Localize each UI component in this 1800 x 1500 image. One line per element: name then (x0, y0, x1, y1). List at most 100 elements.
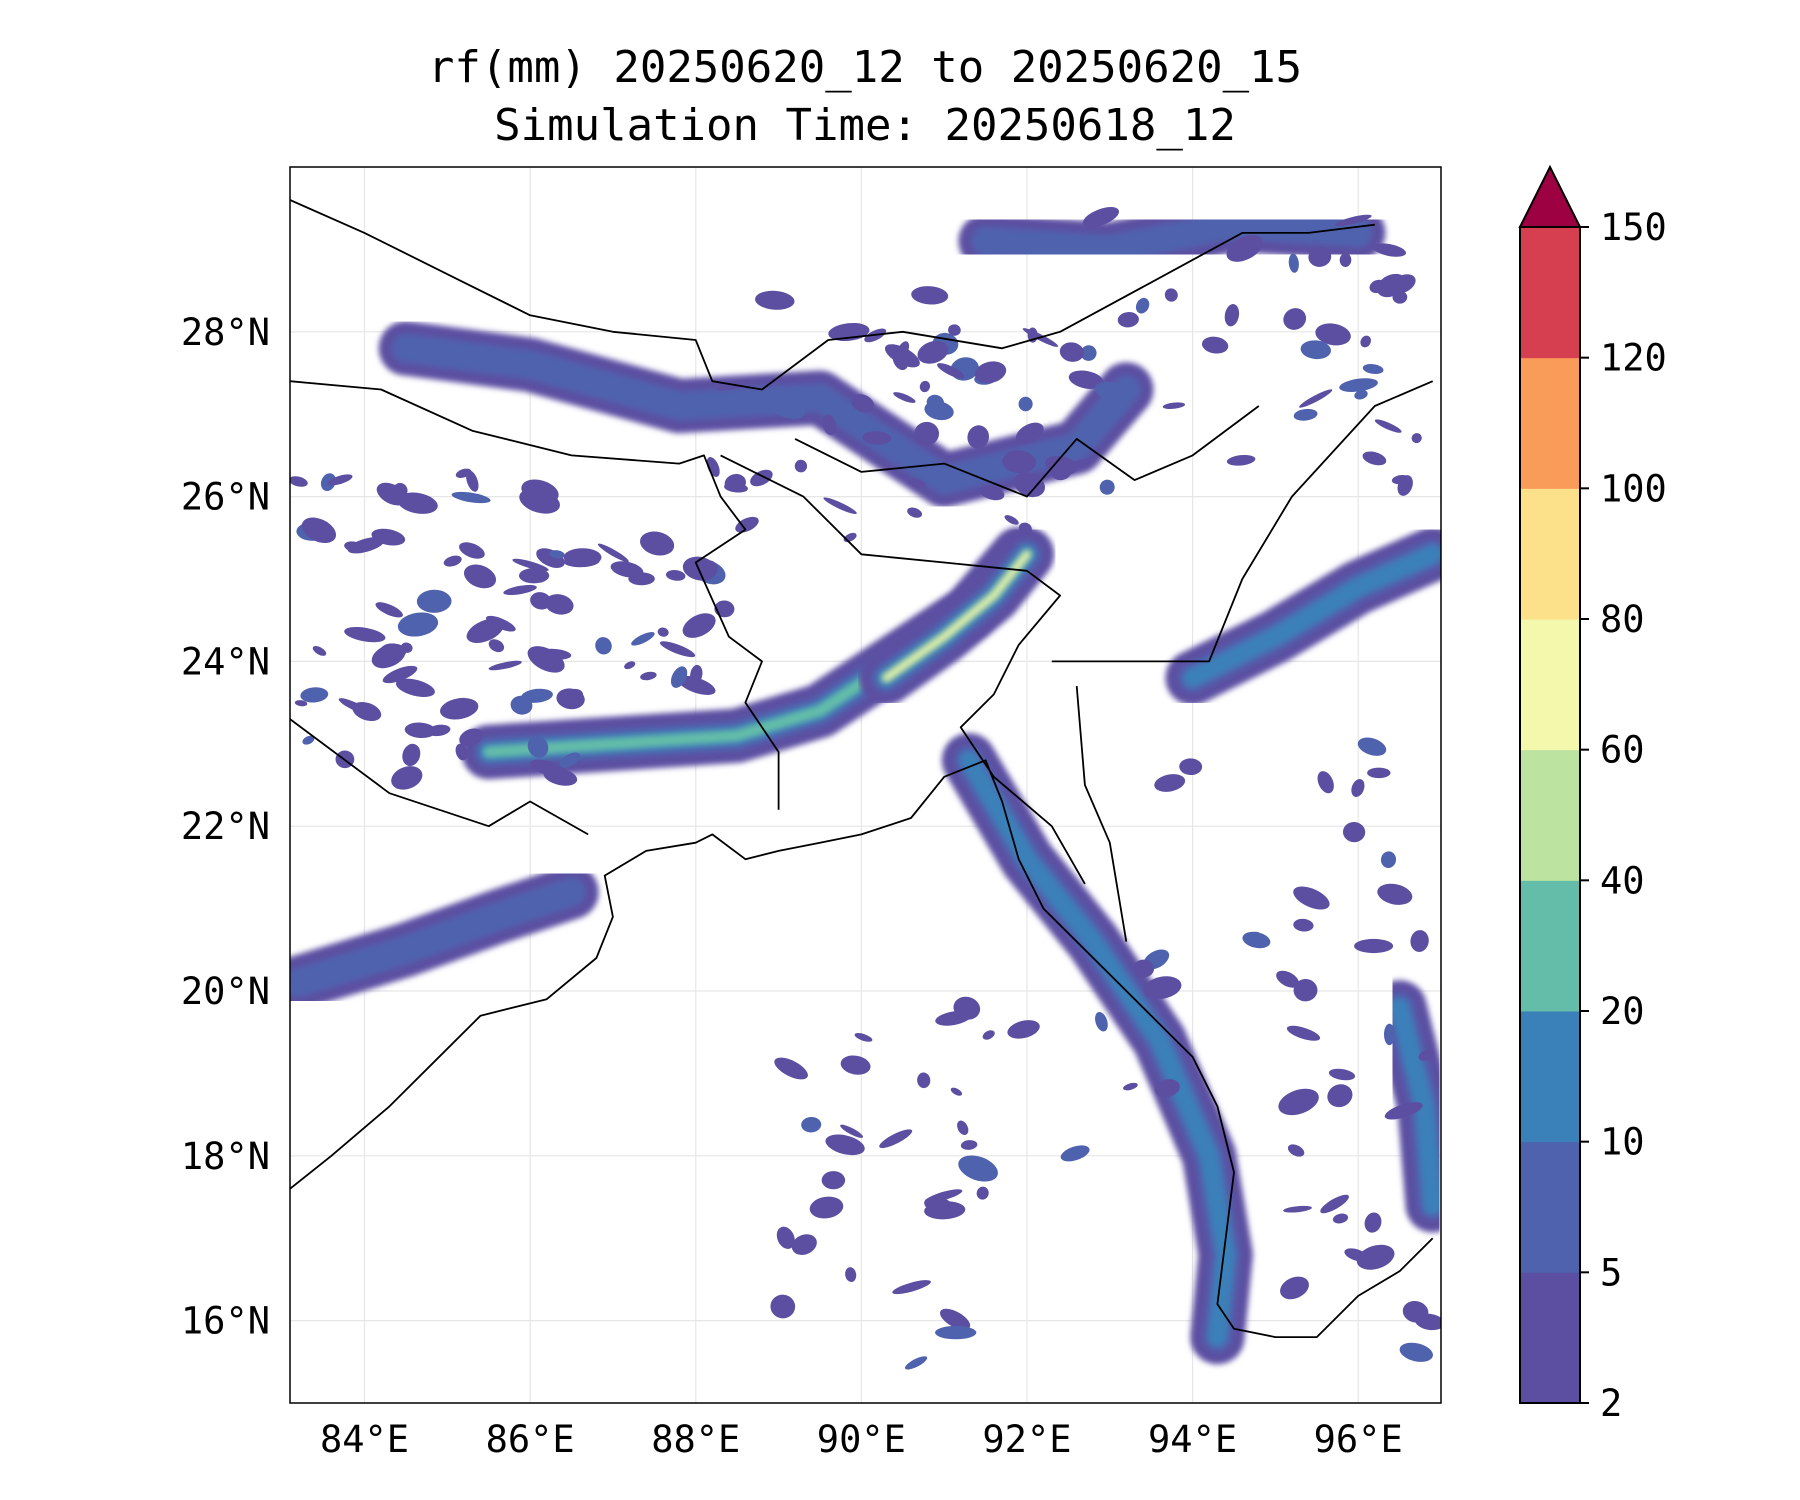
lat-tick-label: 18°N (181, 1135, 270, 1178)
rain-cell (375, 602, 403, 618)
rain-cell (659, 641, 696, 658)
rain-cell (845, 1267, 857, 1283)
rain-cell (967, 425, 989, 449)
rain-cell (879, 1129, 913, 1149)
rain-cell (690, 664, 703, 684)
rain-cell (451, 491, 491, 504)
arakan-coast-band (941, 733, 1253, 1365)
colorbar-tick-label: 40 (1600, 859, 1645, 902)
rain-cell (302, 735, 315, 745)
rain-cell (1418, 1049, 1434, 1061)
rain-cell (822, 414, 837, 436)
rain-cell (1283, 308, 1307, 330)
rain-cell (957, 1120, 969, 1136)
map-panel (289, 166, 1442, 1404)
rain-cell (892, 1280, 932, 1295)
rain-cell (1380, 851, 1397, 869)
rain-cell (724, 473, 746, 493)
lon-tick-label: 96°E (1314, 1418, 1403, 1461)
rain-cell (914, 421, 940, 446)
rain-cell (1374, 419, 1402, 433)
rain-cell (862, 431, 892, 445)
rain-cell (1332, 1213, 1349, 1224)
rain-cell (924, 1201, 966, 1220)
rain-cell (1226, 234, 1263, 262)
colorbar-tick-label: 20 (1600, 990, 1645, 1033)
rain-cell (1293, 408, 1318, 421)
rain-cell (1154, 1079, 1180, 1098)
rain-cell (1117, 312, 1139, 328)
lon-tick-label: 90°E (817, 1418, 906, 1461)
border-east-bd (720, 454, 1086, 885)
lon-tick-label: 88°E (651, 1418, 740, 1461)
rain-cell (1242, 931, 1271, 949)
rain-cell (953, 996, 981, 1020)
rain-cell (1133, 959, 1154, 978)
rain-cell (1060, 1145, 1090, 1162)
colorbar-tick-label: 100 (1600, 467, 1667, 510)
latitude-tick-labels: 16°N 18°N 20°N 22°N 24°N 26°N 28°N (181, 311, 270, 1343)
rain-cell (1286, 1025, 1321, 1041)
rain-cell (395, 678, 435, 697)
rain-cell (397, 492, 438, 514)
rain-cell (466, 470, 479, 492)
rain-cell (1293, 979, 1318, 1002)
rain-cell (769, 397, 806, 419)
rain-cell (937, 363, 965, 379)
rain-cell (1135, 297, 1150, 314)
rain-cell (391, 766, 423, 790)
rain-cell (631, 632, 655, 646)
rain-cell (1283, 1205, 1312, 1213)
rain-cell (755, 290, 795, 310)
rain-cell (527, 646, 565, 673)
rain-cell (1315, 323, 1351, 346)
lat-tick-label: 24°N (181, 640, 270, 683)
rain-cell (640, 531, 675, 556)
rain-cell (488, 660, 522, 671)
rain-cell (485, 615, 516, 632)
rain-cell (714, 600, 735, 618)
rain-cell (503, 584, 537, 596)
rain-cell (1018, 522, 1032, 535)
rain-cell (825, 1134, 865, 1156)
rain-cell (823, 497, 857, 514)
rain-cell (443, 555, 462, 567)
rain-cell (682, 613, 716, 638)
rain-cell (904, 1356, 928, 1370)
rain-cell (1360, 335, 1371, 348)
rain-cell (628, 572, 655, 586)
rain-cell (958, 1155, 998, 1182)
arunachal-band (958, 197, 1386, 277)
rain-cell (976, 1186, 989, 1200)
rain-cell (301, 517, 337, 544)
rain-cell (459, 542, 485, 559)
rain-cell (327, 474, 353, 486)
colorbar-extend-arrow (1518, 164, 1582, 228)
rain-cell (1162, 402, 1186, 410)
rain-cell (1224, 304, 1240, 327)
colorbar-segment (1520, 619, 1580, 751)
myanmar-north (1165, 527, 1441, 706)
rain-cell (960, 1140, 978, 1150)
rain-cell (404, 722, 436, 739)
rain-cell (979, 485, 1005, 501)
rain-cell (1354, 389, 1368, 400)
border-north (290, 199, 1375, 391)
colorbar-segment (1520, 227, 1580, 359)
rain-cell (893, 392, 916, 403)
rain-cell (463, 564, 497, 589)
rain-cell (1154, 774, 1186, 792)
rain-cell (1410, 930, 1429, 952)
border-india-myanmar (1051, 380, 1434, 663)
rain-cell (911, 286, 949, 305)
colorbar-segment (1520, 1272, 1580, 1404)
lon-tick-label: 86°E (486, 1418, 575, 1461)
rain-cell (640, 671, 657, 681)
lat-tick-label: 26°N (181, 476, 270, 519)
rain-cell (919, 380, 931, 393)
state-border-assam (794, 405, 1260, 498)
rain-cell (595, 637, 612, 655)
rain-cell (665, 570, 686, 581)
meghalaya-core (859, 527, 1055, 706)
